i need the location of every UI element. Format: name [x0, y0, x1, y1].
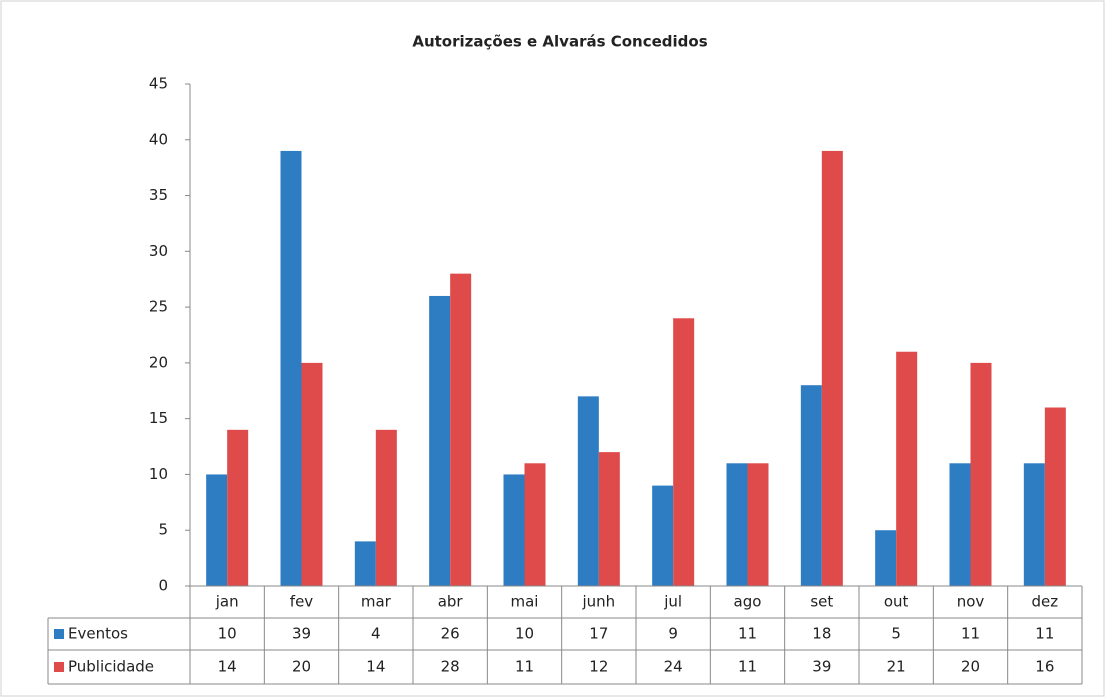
bar	[800, 385, 822, 586]
bar	[896, 351, 918, 586]
x-tick-label: nov	[957, 593, 985, 611]
bar	[429, 295, 451, 586]
legend-key	[54, 629, 64, 639]
y-tick-label: 45	[149, 75, 168, 93]
bar	[375, 429, 397, 586]
x-tick-label: mai	[511, 593, 539, 611]
bar	[598, 452, 620, 586]
table-value: 39	[812, 658, 831, 676]
bar	[673, 318, 695, 586]
chart-title: Autorizações e Alvarás Concedidos	[412, 33, 707, 51]
table-value: 24	[664, 658, 683, 676]
bar	[503, 474, 525, 586]
y-tick-label: 20	[149, 353, 168, 371]
table-value: 21	[887, 658, 906, 676]
table-value: 12	[589, 658, 608, 676]
table-value: 10	[218, 625, 237, 643]
y-tick-label: 35	[149, 186, 168, 204]
bar	[280, 150, 302, 586]
x-tick-label: jan	[215, 593, 239, 611]
table-value: 20	[961, 658, 980, 676]
bar	[524, 463, 546, 586]
x-tick-label: fev	[290, 593, 314, 611]
x-tick-label: set	[810, 593, 833, 611]
x-tick-label: abr	[438, 593, 464, 611]
legend-key	[54, 662, 64, 672]
x-tick-label: junh	[581, 593, 615, 611]
bar	[726, 463, 748, 586]
table-value: 11	[738, 658, 757, 676]
bar	[875, 530, 897, 586]
table-value: 16	[1035, 658, 1054, 676]
table-value: 39	[292, 625, 311, 643]
table-value: 4	[371, 625, 381, 643]
table-value: 18	[812, 625, 831, 643]
table-value: 11	[1035, 625, 1054, 643]
y-tick-label: 0	[158, 577, 168, 595]
legend-label: Eventos	[68, 625, 128, 643]
bar	[652, 485, 674, 586]
y-tick-label: 10	[149, 465, 168, 483]
legend-label: Publicidade	[68, 658, 154, 676]
x-tick-label: out	[884, 593, 909, 611]
bar	[450, 273, 472, 586]
y-tick-label: 30	[149, 242, 168, 260]
bar	[354, 541, 376, 586]
table-value: 26	[441, 625, 460, 643]
y-tick-label: 25	[149, 298, 168, 316]
table-value: 20	[292, 658, 311, 676]
table-value: 28	[441, 658, 460, 676]
table-value: 14	[218, 658, 237, 676]
table-value: 9	[668, 625, 678, 643]
bar	[577, 396, 599, 586]
table-value: 11	[738, 625, 757, 643]
table-value: 11	[515, 658, 534, 676]
bar	[206, 474, 228, 586]
bar	[949, 463, 971, 586]
x-tick-label: dez	[1032, 593, 1059, 611]
bar	[301, 362, 323, 586]
bar	[1023, 463, 1045, 586]
y-tick-label: 15	[149, 409, 168, 427]
bar	[821, 150, 843, 586]
x-tick-label: mar	[361, 593, 392, 611]
bar	[227, 429, 249, 586]
bar	[747, 463, 769, 586]
table-value: 14	[366, 658, 385, 676]
table-value: 5	[891, 625, 901, 643]
bar	[1044, 407, 1066, 586]
table-value: 10	[515, 625, 534, 643]
bar	[970, 362, 992, 586]
y-tick-label: 40	[149, 130, 168, 148]
x-tick-label: jul	[663, 593, 682, 611]
table-value: 17	[589, 625, 608, 643]
x-tick-label: ago	[734, 593, 762, 611]
y-tick-label: 5	[158, 521, 168, 539]
table-value: 11	[961, 625, 980, 643]
